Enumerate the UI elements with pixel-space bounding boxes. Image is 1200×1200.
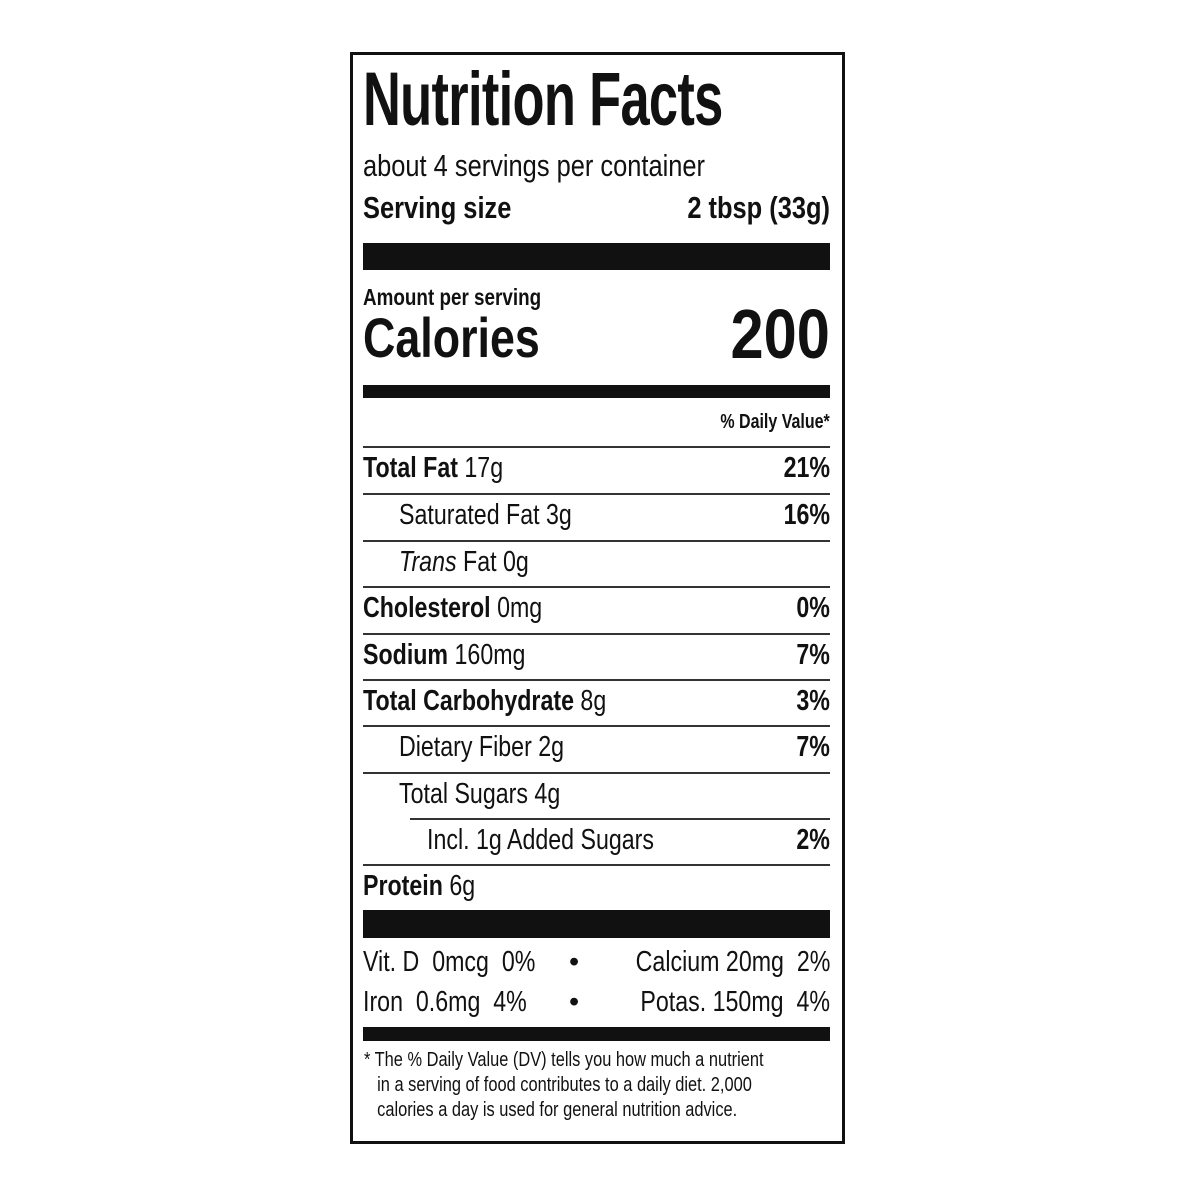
calories-label: Calories	[363, 306, 540, 369]
calories-row: Calories 200	[363, 295, 830, 376]
divider	[410, 818, 830, 820]
nutrient-row-protein: Protein 6g	[363, 865, 830, 911]
divider	[363, 679, 830, 681]
thick-divider	[363, 243, 830, 270]
nutrient-dv: 21%	[783, 452, 830, 484]
nutrient-name: Total Carbohydrate	[363, 685, 574, 717]
nutrient-name: Dietary Fiber	[399, 731, 532, 763]
nutrient-dv: 7%	[796, 731, 830, 763]
nutrient-row-total-carbohydrate: Total Carbohydrate 8g 3%	[363, 680, 830, 726]
potassium: Potas. 150mg 4%	[640, 986, 830, 1018]
nutrient-amount: 3g	[546, 499, 572, 531]
amount-per-serving: Amount per serving	[363, 284, 542, 310]
servings-per-container: about 4 servings per container	[363, 148, 705, 183]
nutrient-amount: 17g	[464, 452, 504, 484]
nutrient-name-rest: Fat	[463, 546, 497, 578]
divider	[363, 493, 830, 495]
serving-size-row: Serving size 2 tbsp (33g)	[363, 188, 830, 234]
iron: Iron 0.6mg 4%	[363, 986, 527, 1018]
nutrient-name: Protein	[363, 870, 443, 902]
vitamins-row-2: Iron 0.6mg 4% • Potas. 150mg 4%	[363, 983, 830, 1023]
bullet: •	[569, 946, 580, 978]
nutrient-amount: 6g	[449, 870, 476, 902]
daily-value-header: % Daily Value*	[720, 411, 830, 433]
divider	[363, 586, 830, 588]
divider	[363, 725, 830, 727]
footnote-line: in a serving of food contributes to a da…	[377, 1074, 752, 1096]
nutrient-amount: 0g	[503, 546, 529, 578]
calories-value: 200	[730, 295, 830, 373]
servings-per-container-row: about 4 servings per container	[363, 144, 830, 188]
nutrient-dv: 16%	[783, 499, 830, 531]
medium-divider	[363, 385, 830, 398]
nutrient-amount: 160mg	[454, 639, 526, 671]
nutrient-row-dietary-fiber: Dietary Fiber 2g 7%	[363, 726, 830, 772]
nutrient-dv: 0%	[796, 592, 830, 624]
nutrient-name: Saturated Fat	[399, 499, 540, 531]
divider	[363, 772, 830, 774]
footnote: * The % Daily Value (DV) tells you how m…	[364, 1048, 764, 1123]
nutrient-name: Trans	[399, 546, 457, 578]
nutrient-name: Incl. 1g Added Sugars	[427, 824, 655, 856]
bullet: •	[569, 986, 580, 1018]
nutrient-row-sodium: Sodium 160mg 7%	[363, 634, 830, 680]
nutrient-amount: 2g	[538, 731, 565, 763]
footnote-line: * The % Daily Value (DV) tells you how m…	[364, 1049, 764, 1071]
nutrient-amount: 4g	[534, 778, 561, 810]
label-title: Nutrition Facts	[363, 57, 723, 142]
divider	[363, 540, 830, 542]
nutrient-dv: 3%	[796, 685, 830, 717]
nutrient-amount: 8g	[580, 685, 607, 717]
nutrient-row-added-sugars: Incl. 1g Added Sugars 2%	[363, 819, 830, 865]
calcium: Calcium 20mg 2%	[635, 946, 830, 978]
thick-divider	[363, 910, 830, 938]
nutrient-dv: 7%	[796, 639, 830, 671]
nutrient-row-total-sugars: Total Sugars 4g	[363, 773, 830, 819]
medium-divider	[363, 1027, 830, 1041]
footnote-line: calories a day is used for general nutri…	[377, 1099, 738, 1121]
nutrient-row-trans-fat: Trans Fat 0g	[363, 541, 830, 587]
divider	[363, 864, 830, 866]
nutrient-name: Sodium	[363, 639, 449, 671]
daily-value-header-row: % Daily Value*	[363, 402, 830, 442]
divider	[363, 446, 830, 448]
vitamins-row-1: Vit. D 0mcg 0% • Calcium 20mg 2%	[363, 943, 830, 983]
divider	[363, 633, 830, 635]
nutrient-row-saturated-fat: Saturated Fat 3g 16%	[363, 494, 830, 540]
serving-size-label: Serving size	[363, 190, 512, 225]
nutrient-name: Total Fat	[363, 452, 458, 484]
nutrient-name: Total Sugars	[399, 778, 528, 810]
nutrient-row-cholesterol: Cholesterol 0mg 0%	[363, 587, 830, 633]
nutrient-row-total-fat: Total Fat 17g 21%	[363, 447, 830, 493]
nutrient-name: Cholesterol	[363, 592, 491, 624]
vitamin-d: Vit. D 0mcg 0%	[363, 946, 536, 978]
nutrition-facts-label	[350, 52, 845, 1144]
nutrient-dv: 2%	[796, 824, 830, 856]
serving-size-value: 2 tbsp (33g)	[687, 190, 830, 225]
nutrient-amount: 0mg	[497, 592, 543, 624]
